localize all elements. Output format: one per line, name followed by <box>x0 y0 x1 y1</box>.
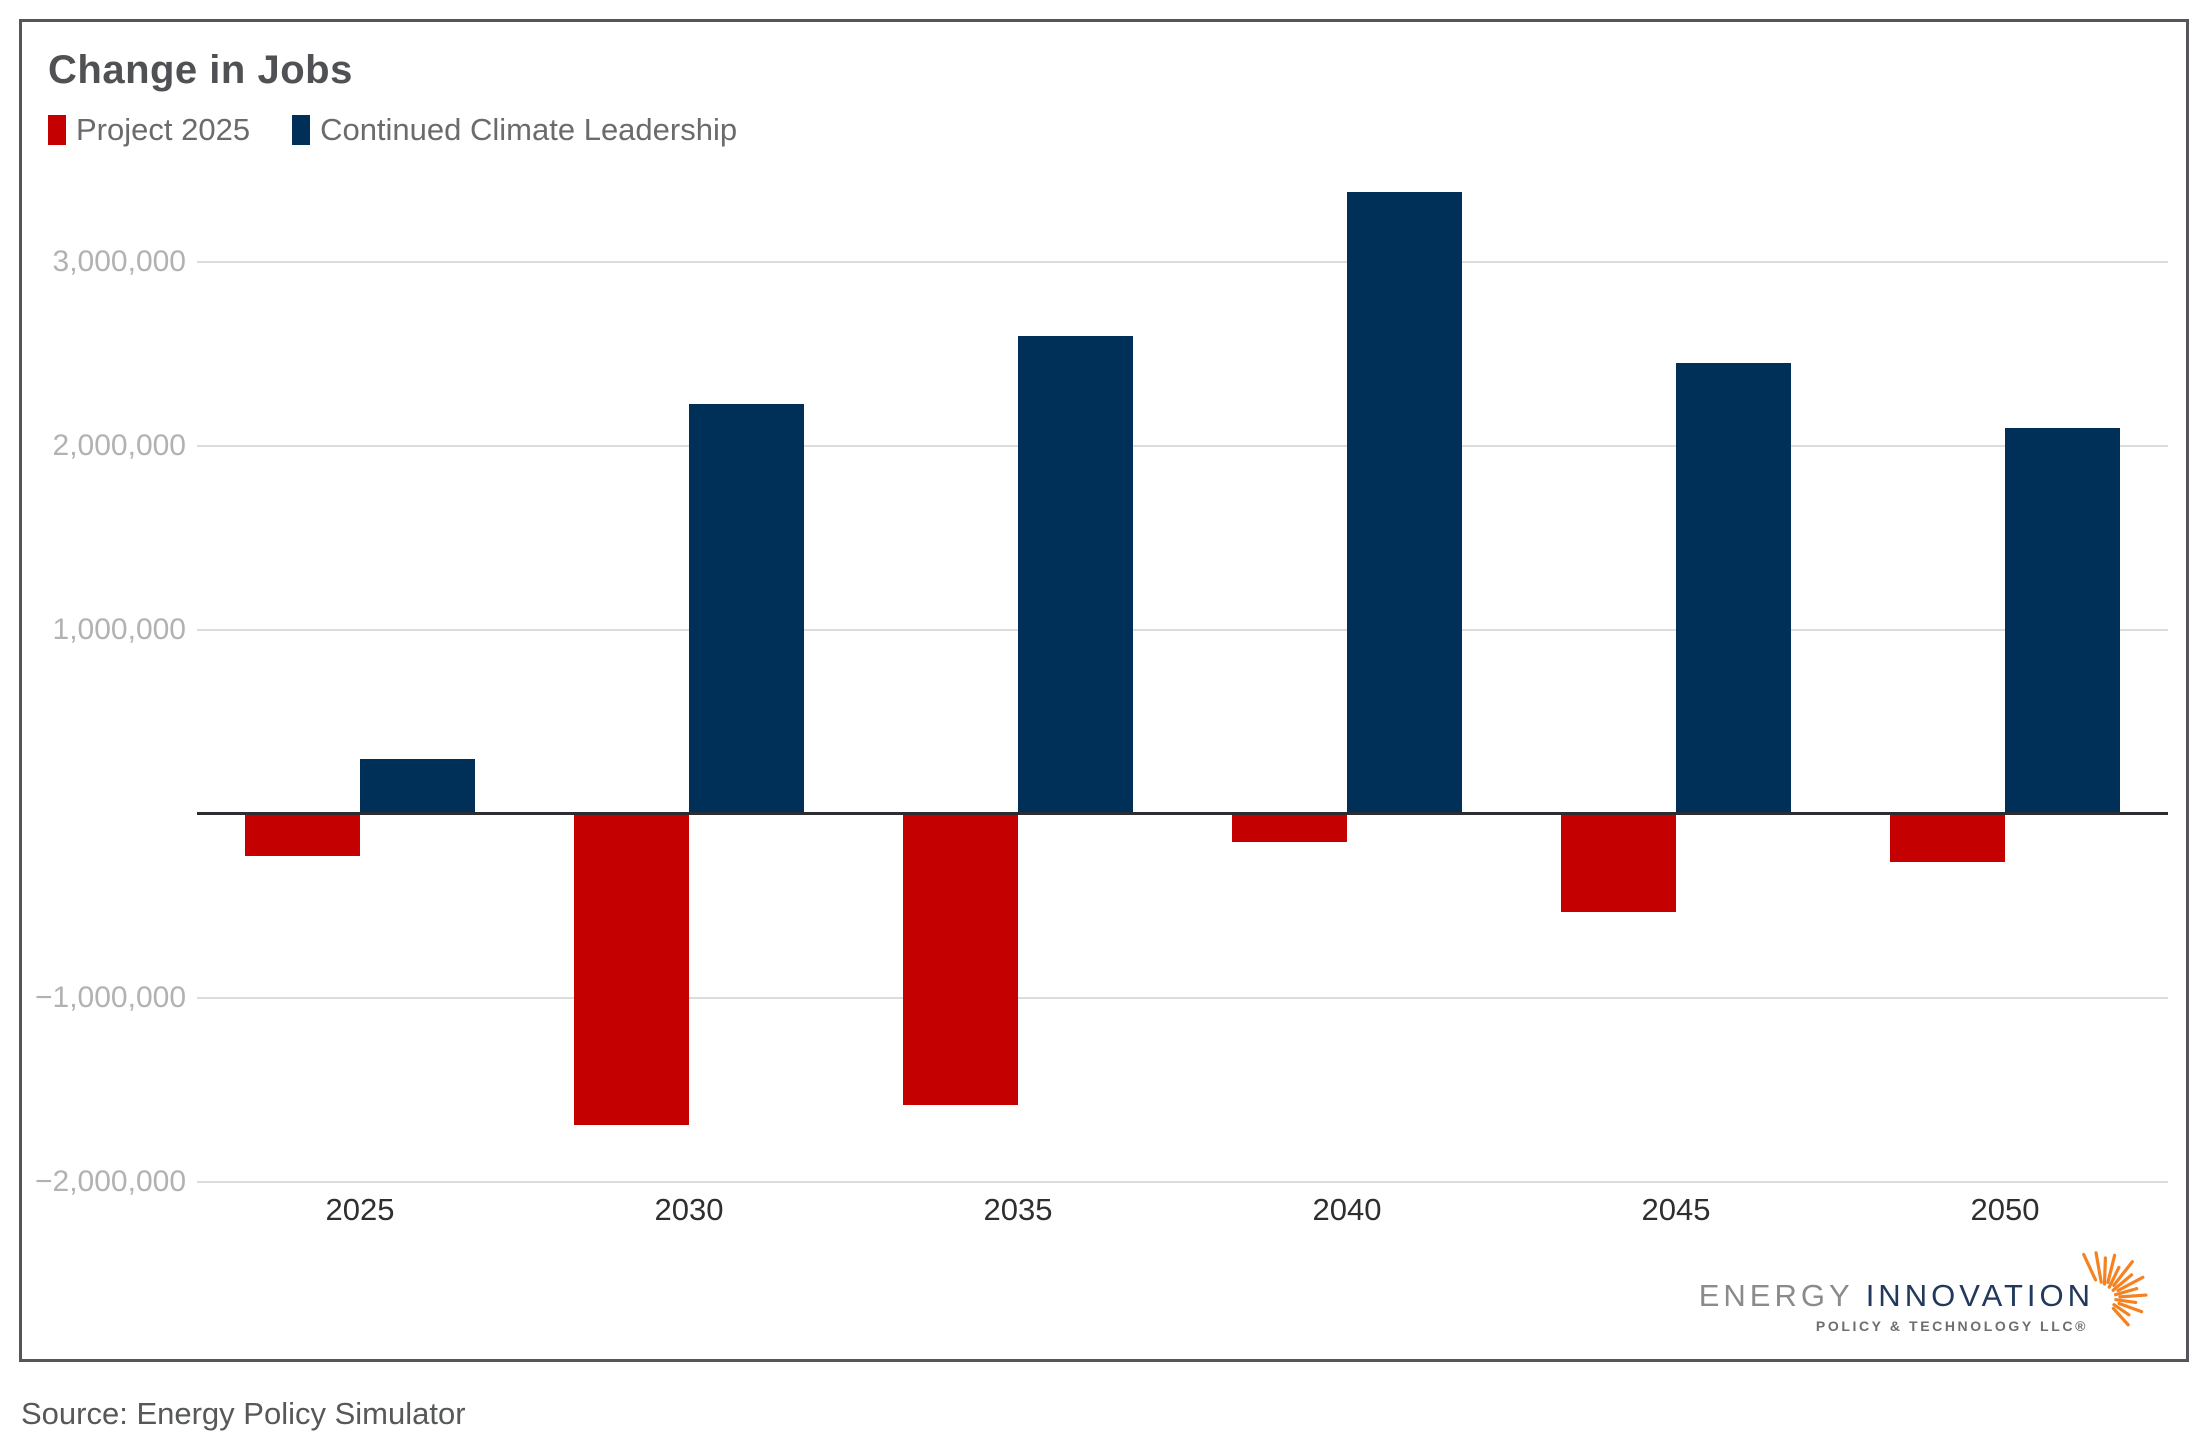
bar-continued-climate-leadership-2035 <box>1018 335 1133 814</box>
bar-continued-climate-leadership-2045 <box>1676 363 1791 814</box>
y-axis-tick-label: 1,000,000 <box>52 613 186 646</box>
bar-continued-climate-leadership-2040 <box>1347 192 1462 814</box>
bar-project-2025-2030 <box>574 814 689 1125</box>
logo-word-energy: ENERGY <box>1698 1278 1866 1313</box>
logo-word-innovation: INNOVATION <box>1865 1278 2094 1313</box>
bar-project-2025-2025 <box>245 814 360 857</box>
bar-project-2025-2040 <box>1232 814 1347 842</box>
x-axis-tick-label: 2040 <box>1312 1192 1382 1227</box>
chart-title: Change in Jobs <box>48 48 353 92</box>
source-note: Source: Energy Policy Simulator <box>21 1396 466 1431</box>
x-axis-tick-label: 2050 <box>1970 1192 2040 1227</box>
legend-item-continued-climate-leadership: Continued Climate Leadership <box>292 112 737 148</box>
energy-innovation-wordmark: ENERGY INNOVATION <box>1692 1251 2172 1327</box>
bar-continued-climate-leadership-2025 <box>360 758 475 814</box>
y-axis-tick-label: −1,000,000 <box>35 981 186 1014</box>
legend-label-project-2025: Project 2025 <box>76 112 251 147</box>
legend-label-continued-climate-leadership: Continued Climate Leadership <box>320 112 738 147</box>
zero-axis-line <box>197 812 2168 815</box>
gridline-2000000 <box>197 445 2168 447</box>
y-axis-tick-label: −2,000,000 <box>35 1165 186 1198</box>
y-axis-tick-label: 3,000,000 <box>52 245 186 278</box>
gridline--1000000 <box>197 997 2168 999</box>
x-axis-tick-label: 2035 <box>983 1192 1053 1227</box>
bar-continued-climate-leadership-2030 <box>689 403 804 814</box>
bar-project-2025-2050 <box>1890 814 2005 862</box>
bar-continued-climate-leadership-2050 <box>2005 427 2120 814</box>
bar-project-2025-2035 <box>903 814 1018 1105</box>
logo-tagline: POLICY & TECHNOLOGY LLC® <box>1815 1318 2088 1334</box>
chart-legend: Project 2025 Continued Climate Leadershi… <box>48 112 737 148</box>
legend-item-project-2025: Project 2025 <box>48 112 250 148</box>
gridline-3000000 <box>197 261 2168 263</box>
x-axis-tick-label: 2030 <box>654 1192 724 1227</box>
bar-project-2025-2045 <box>1561 814 1676 912</box>
gridline--2000000 <box>197 1181 2168 1183</box>
sunburst-icon <box>2082 1251 2148 1327</box>
x-axis-tick-label: 2045 <box>1641 1192 1711 1227</box>
legend-swatch-continued-climate-leadership <box>292 115 311 145</box>
energy-innovation-logo: ENERGY INNOVATION POLICY & TECHNOLOGY LL… <box>1692 1251 2172 1334</box>
x-axis-tick-label: 2025 <box>325 1192 395 1227</box>
y-axis-tick-label: 2,000,000 <box>52 429 186 462</box>
legend-swatch-project-2025 <box>48 115 66 145</box>
gridline-1000000 <box>197 629 2168 631</box>
